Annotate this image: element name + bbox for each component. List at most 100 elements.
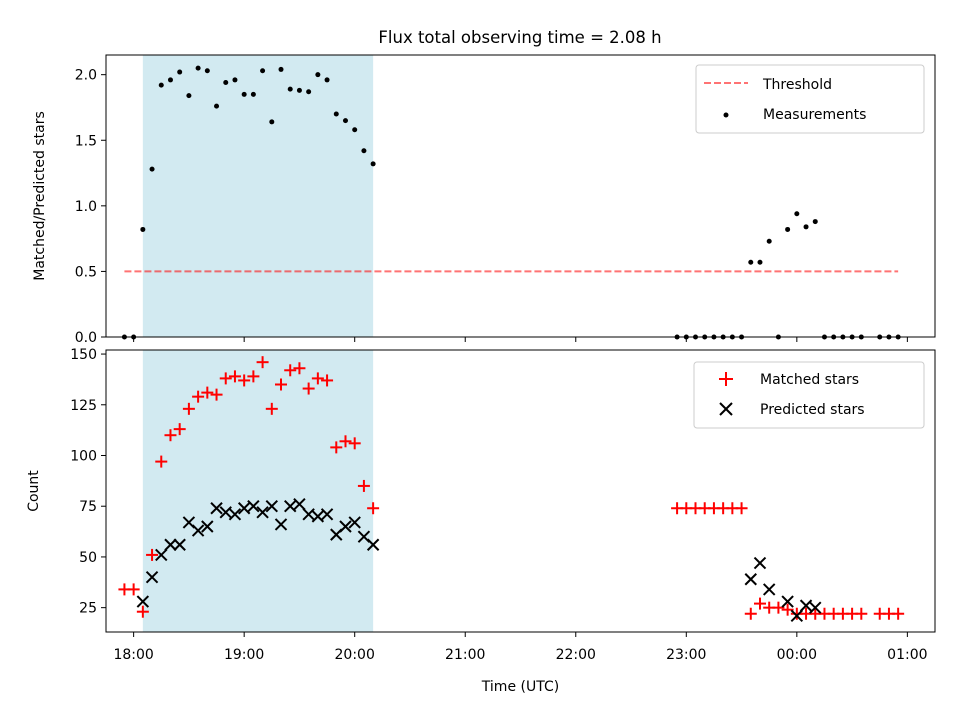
matched-star-marker (265, 402, 278, 415)
predicted-star-marker (274, 518, 288, 531)
predicted-star-marker (247, 500, 260, 513)
bottom-x-ticks: 18:00 19:00 20:00 21:00 22:00 23:00 00:00 01:00 (113, 632, 928, 663)
predicted-star-marker (339, 520, 352, 533)
matched-star-marker (367, 502, 380, 515)
measurement-point (748, 259, 754, 265)
matched-star-marker (735, 502, 748, 515)
measurement-point (324, 77, 330, 83)
matched-legend-swatch (719, 372, 733, 386)
measurement-point (149, 166, 155, 172)
matched-star-marker (744, 607, 757, 620)
predicted-star-marker (744, 573, 757, 586)
measurement-point (250, 91, 256, 97)
predicted-star-marker (191, 524, 205, 537)
y-tick-label: 125 (70, 398, 97, 414)
y-tick-label: 0.0 (75, 330, 97, 346)
measurement-point (803, 224, 809, 230)
predicted-star-points (136, 497, 822, 622)
matched-star-marker (247, 370, 260, 383)
matched-star-marker (256, 356, 269, 369)
y-tick-label: 75 (79, 499, 97, 515)
bottom-legend-box (693, 361, 925, 429)
x-tick-label: 23:00 (666, 647, 706, 663)
matched-star-marker (192, 390, 205, 403)
matched-star-marker (302, 382, 315, 395)
matched-star-marker (146, 548, 159, 561)
matched-star-marker (772, 601, 785, 614)
matched-star-marker (855, 607, 868, 620)
measurement-point (223, 80, 229, 86)
y-tick-label: 25 (79, 601, 97, 617)
predicted-star-marker (173, 538, 186, 551)
measurements-legend-swatch (723, 112, 729, 118)
matched-star-marker (219, 372, 232, 385)
predicted-star-marker (311, 510, 325, 523)
matched-star-marker (311, 372, 324, 385)
predicted-star-marker (753, 556, 767, 570)
bottom-shaded-interval (142, 350, 374, 632)
predicted-star-marker (145, 571, 159, 584)
matched-star-marker (173, 423, 186, 436)
measurement-point (241, 91, 247, 97)
measurement-point (306, 89, 312, 95)
measurement-point (361, 148, 367, 154)
top-panel: 0.00.51.01.52.0 Matched/Predicted stars … (32, 54, 936, 346)
matched-star-marker (339, 435, 352, 448)
bottom-y-ticks: 25 50 75 100 125 150 (70, 347, 106, 617)
matched-star-marker (293, 362, 306, 375)
measurement-points (121, 65, 901, 340)
predicted-star-marker (136, 595, 150, 608)
predicted-star-marker (762, 583, 776, 596)
matched-star-points (118, 356, 905, 620)
matched-star-marker (238, 374, 251, 387)
predicted-star-marker (219, 506, 232, 519)
measurement-point (158, 82, 164, 88)
predicted-star-marker (366, 538, 380, 551)
measurement-point (140, 226, 146, 232)
bottom-axes-frame (105, 349, 936, 633)
x-tick-label: 18:00 (113, 647, 153, 663)
matched-star-marker (155, 455, 168, 468)
matched-star-marker (127, 583, 140, 596)
measurement-point (204, 68, 210, 74)
predicted-star-marker (799, 599, 813, 612)
measurement-point (177, 69, 183, 75)
measurement-point (269, 119, 275, 125)
y-tick-label: 150 (70, 347, 97, 363)
legend-label-matched: Matched stars (760, 372, 859, 388)
measurement-point (342, 118, 348, 124)
y-tick-label: 50 (79, 550, 97, 566)
bottom-panel: 25 50 75 100 125 150 18:00 19:00 20:00 21:00 22:0… (26, 347, 936, 695)
predicted-star-marker (293, 497, 306, 511)
matched-star-marker (164, 429, 177, 442)
matched-star-marker (781, 603, 794, 616)
legend-label-threshold: Threshold (762, 77, 832, 93)
matched-star-marker (182, 402, 195, 415)
y-tick-label: 100 (70, 448, 97, 464)
measurement-point (315, 72, 321, 78)
measurement-point (757, 259, 763, 265)
y-tick-label: 1.5 (75, 133, 97, 149)
predicted-legend-swatch (719, 402, 733, 416)
matched-star-marker (275, 378, 288, 391)
predicted-star-marker (256, 506, 269, 519)
measurement-point (785, 226, 791, 232)
matched-star-marker (892, 607, 905, 620)
predicted-star-marker (284, 500, 297, 513)
top-legend: Threshold Measurements (695, 64, 925, 134)
x-tick-label: 21:00 (445, 647, 485, 663)
shaded-interval-band (142, 55, 374, 337)
matched-star-marker (753, 597, 766, 610)
bottom-y-axis-label: Count (26, 470, 42, 512)
top-x-ticks (133, 337, 908, 342)
measurement-point (167, 77, 173, 83)
matched-star-marker (136, 605, 149, 618)
x-axis-label: Time (UTC) (481, 679, 559, 695)
predicted-star-marker (201, 520, 214, 533)
predicted-star-marker (210, 502, 223, 515)
x-tick-label: 01:00 (887, 647, 927, 663)
measurement-point (370, 161, 376, 167)
measurement-point (766, 238, 772, 244)
matched-star-marker (201, 386, 214, 399)
